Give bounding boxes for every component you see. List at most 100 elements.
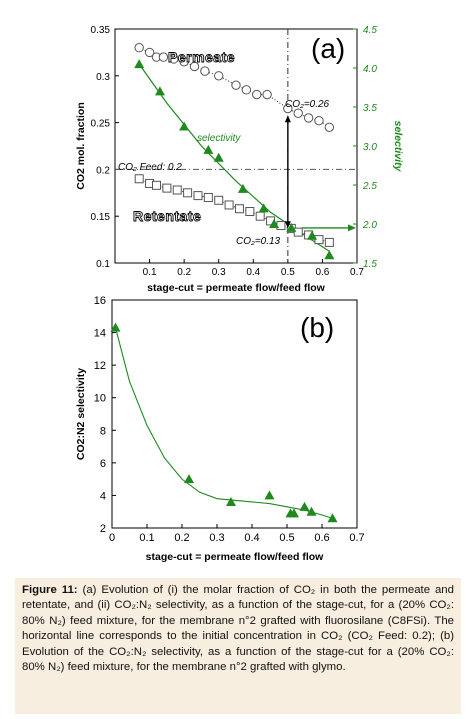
panel-a-xtick-label: 0.4 bbox=[246, 267, 260, 278]
panel-a-point-triangle bbox=[203, 144, 214, 154]
panel-b-ytick-label: 16 bbox=[94, 295, 106, 307]
panel-a-point-circle bbox=[293, 108, 303, 118]
panel-b-ytick-label: 2 bbox=[100, 523, 106, 535]
panel-a-point-triangle bbox=[269, 219, 280, 228]
panel-b-xtick-label: 0.6 bbox=[314, 532, 329, 544]
panel-a-point-triangle bbox=[213, 152, 224, 162]
panel-a-label: (a) bbox=[311, 33, 345, 64]
panel-a-point-circle bbox=[303, 113, 314, 123]
panel-b-point bbox=[110, 322, 121, 332]
panel-a-point-square bbox=[172, 185, 182, 195]
caption-text: (a) Evolution of (i) the molar fraction … bbox=[22, 584, 454, 674]
panel-a-point-circle bbox=[241, 85, 252, 95]
co2-top-label: CO₂=0.26 bbox=[285, 99, 330, 110]
panel-b-xtick-label: 0.7 bbox=[349, 532, 364, 544]
panel-a-point-circle bbox=[144, 47, 155, 58]
panel-a-xtick-label: 0.3 bbox=[212, 267, 226, 278]
figure-caption: Figure 11: (a) Evolution of (i) the mola… bbox=[15, 578, 461, 714]
panel-a-point-square bbox=[224, 200, 234, 210]
panel-b-ytick-label: 6 bbox=[100, 458, 106, 470]
panel-b-xtick-label: 0.2 bbox=[174, 532, 189, 544]
panel-a-point-square bbox=[162, 183, 172, 193]
caption-label: Figure 11: bbox=[22, 584, 78, 596]
panel-b-point bbox=[299, 501, 310, 511]
panel-b-label: (b) bbox=[300, 312, 334, 343]
panel-a-ytick-label: 0.35 bbox=[91, 25, 111, 36]
panel-a-ytick-label: 0.2 bbox=[96, 165, 110, 176]
selectivity-arrow-head bbox=[348, 224, 356, 232]
panel-a-point-circle bbox=[262, 89, 272, 100]
panel-a-ytick2-label: 1.5 bbox=[363, 259, 377, 270]
panel-a-point-circle bbox=[179, 57, 189, 67]
panel-a-point-circle bbox=[200, 66, 210, 76]
selectivity-label: selectivity bbox=[197, 133, 241, 144]
panel-a-ytick2-label: 4.0 bbox=[363, 64, 377, 75]
panel-a-ytick2-label: 3.5 bbox=[363, 103, 377, 114]
panel-b-point bbox=[264, 490, 275, 500]
panel-b-xtick-label: 0.4 bbox=[244, 532, 259, 544]
panel-a-point-square bbox=[151, 180, 161, 190]
panel-a-ytick-label: 0.25 bbox=[91, 119, 111, 130]
panel-a-point-circle bbox=[252, 89, 262, 100]
series-connector bbox=[138, 178, 330, 243]
feed-label: CO₂ Feed: 0.2 bbox=[118, 162, 182, 173]
panel-a-point-triangle bbox=[258, 203, 269, 213]
panel-a-point-triangle bbox=[286, 222, 297, 232]
panel-a-point-square bbox=[255, 211, 265, 221]
panel-b-point bbox=[327, 513, 338, 523]
panel-b-fit-line bbox=[114, 327, 333, 519]
panel-a-xtick-label: 0.7 bbox=[350, 267, 364, 278]
panel-a-point-circle bbox=[324, 122, 335, 132]
panel-a-point-circle bbox=[134, 43, 144, 53]
panel-b-ytick-label: 8 bbox=[100, 425, 106, 437]
panel-a-point-square bbox=[276, 221, 286, 231]
permeate-label: Permeate bbox=[168, 49, 235, 65]
panel-a-point-triangle bbox=[324, 250, 335, 260]
panel-a-point-square bbox=[245, 207, 255, 217]
panel-a-point-square bbox=[203, 192, 213, 202]
panel-a-point-circle bbox=[214, 71, 224, 81]
panel-b-point bbox=[289, 508, 299, 518]
panel-a-xtick-label: 0.2 bbox=[177, 267, 191, 278]
panel-a-xlabel: stage-cut = permeate flow/feed flow bbox=[147, 282, 325, 294]
panel-a-point-square bbox=[193, 191, 203, 201]
panel-b-point bbox=[306, 506, 317, 516]
panel-a-point-square bbox=[183, 188, 193, 198]
panel-b-ytick-label: 4 bbox=[100, 490, 106, 502]
panel-a-point-triangle bbox=[179, 121, 190, 131]
panel-b-point bbox=[226, 496, 236, 506]
panel-b-ytick-label: 14 bbox=[94, 328, 106, 340]
panel-a-ytick-label: 0.3 bbox=[96, 72, 110, 83]
panel-b-ylabel: CO2:N2 selectivity bbox=[75, 368, 87, 460]
panel-b-xtick-label: 0.1 bbox=[139, 532, 154, 544]
figure: 0.1 0.2 0.3 0.4 0.5 0.6 0.7 0.1 0.15 0.2 0.25 0.3 0.… bbox=[75, 25, 404, 563]
panel-a-xtick-label: 0.5 bbox=[281, 267, 295, 278]
panel-a-point-circle bbox=[189, 61, 200, 72]
panel-a-xtick-label: 0.1 bbox=[143, 267, 157, 278]
retentate-label: Retentate bbox=[133, 208, 201, 224]
panel-a-xtick-label: 0.6 bbox=[315, 267, 329, 278]
panel-a-point-square bbox=[134, 174, 144, 184]
panel-a-point-triangle bbox=[154, 86, 165, 96]
panel-a-ylabel2: selectivity bbox=[392, 121, 404, 173]
panel-b-xlabel: stage-cut = permeate flow/feed flow bbox=[146, 551, 324, 563]
panel-a-ylabel: CO2 mol. fraction bbox=[75, 102, 87, 190]
arrow-head-up bbox=[284, 115, 291, 123]
panel-a-point-square bbox=[234, 204, 244, 214]
panel-b-ytick-label: 10 bbox=[94, 393, 106, 405]
panel-a-ytick2-label: 3.0 bbox=[363, 142, 377, 153]
co2-bottom-label: CO₂=0.13 bbox=[236, 236, 281, 247]
panel-a-point-triangle bbox=[237, 183, 248, 193]
panel-b-ytick-label: 12 bbox=[94, 360, 106, 372]
panel-b-xtick-label: 0.3 bbox=[209, 532, 224, 544]
panel-b-point bbox=[184, 474, 194, 484]
panel-b-xtick-label: 0 bbox=[109, 532, 115, 544]
panel-a-point-triangle bbox=[307, 230, 318, 240]
panel-a-point-circle bbox=[158, 52, 169, 62]
panel-a-ytick2-label: 4.5 bbox=[363, 25, 377, 36]
panel-a-ytick2-label: 2.0 bbox=[362, 220, 377, 231]
panel-a-point-circle bbox=[169, 54, 179, 64]
panel-a-point-circle bbox=[231, 80, 241, 90]
panel-a-point-square bbox=[293, 227, 303, 237]
panel-b-xtick-label: 0.5 bbox=[279, 532, 294, 544]
